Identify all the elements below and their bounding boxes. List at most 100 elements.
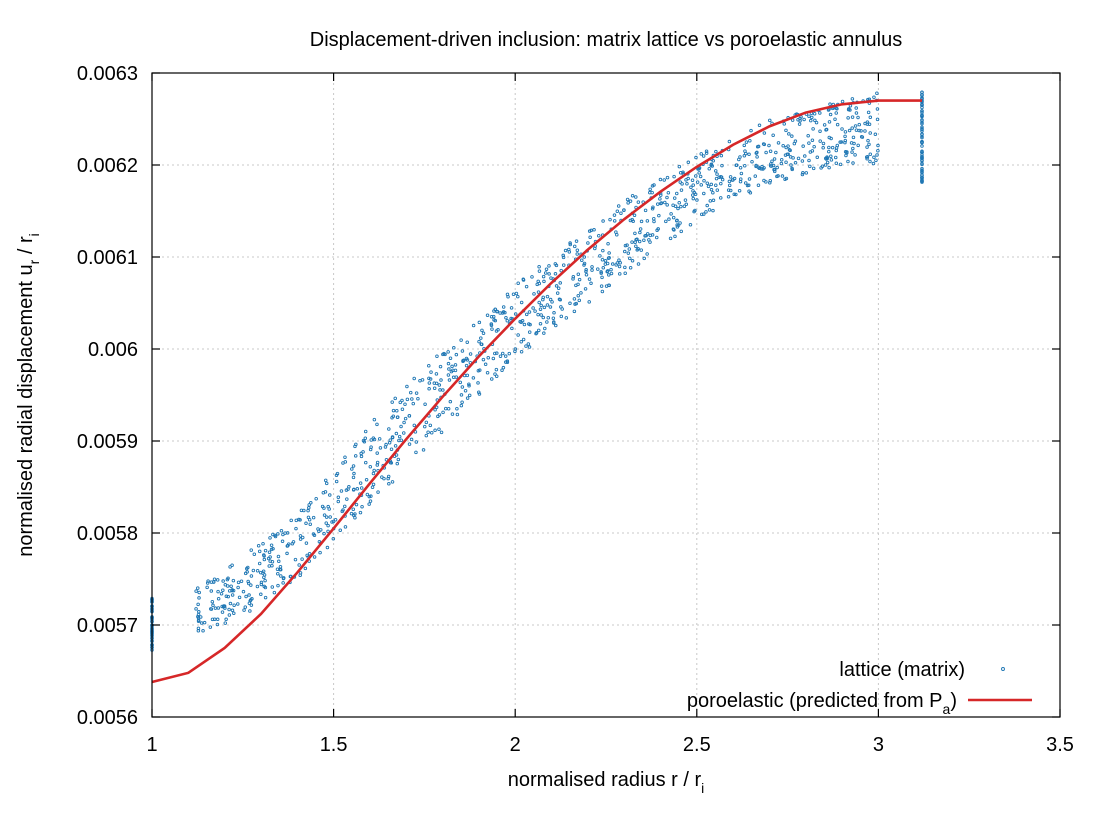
lattice-point <box>846 159 850 164</box>
lattice-point <box>742 154 747 158</box>
y-tick-label: 0.0059 <box>77 431 138 453</box>
lattice-point <box>505 360 510 365</box>
lattice-point <box>659 201 664 205</box>
lattice-point <box>437 383 442 387</box>
lattice-point <box>868 131 872 135</box>
lattice-point <box>859 134 864 139</box>
lattice-point <box>351 507 356 512</box>
lattice-point <box>762 131 767 135</box>
lattice-point <box>210 617 215 622</box>
lattice-point <box>658 177 663 182</box>
lattice-point <box>318 528 323 532</box>
lattice-point <box>810 115 814 120</box>
lattice-point <box>424 420 429 425</box>
legend-swatch-lattice <box>1001 667 1005 671</box>
lattice-point <box>699 183 704 187</box>
lattice-point <box>220 604 224 609</box>
lattice-point <box>702 212 706 216</box>
lattice-point <box>362 440 367 444</box>
lattice-point <box>784 176 789 181</box>
lattice-point <box>843 130 848 134</box>
lattice-point <box>701 154 706 158</box>
lattice-point <box>493 318 498 323</box>
lattice-point <box>426 430 430 434</box>
lattice-point <box>633 231 637 236</box>
lattice-point <box>501 365 506 370</box>
lattice-point <box>430 431 434 435</box>
lattice-point <box>694 155 698 160</box>
lattice-point <box>533 309 537 313</box>
lattice-point <box>428 377 433 381</box>
lattice-point <box>850 150 854 154</box>
lattice-point <box>679 188 684 192</box>
lattice-point <box>464 363 469 368</box>
lattice-point <box>714 176 719 181</box>
lattice-point <box>467 382 471 386</box>
lattice-point <box>563 248 568 253</box>
lattice-point <box>699 212 704 217</box>
lattice-point <box>688 222 693 227</box>
lattice-point <box>628 256 632 261</box>
lattice-point <box>839 140 844 144</box>
lattice-point <box>548 297 553 302</box>
lattice-point <box>657 213 661 218</box>
lattice-point <box>679 204 683 209</box>
lattice-point <box>804 171 809 175</box>
lattice-point <box>650 184 655 188</box>
lattice-point <box>553 272 558 276</box>
lattice-point <box>689 185 693 190</box>
lattice-point <box>288 574 293 579</box>
lattice-point <box>465 396 470 400</box>
lattice-point <box>590 268 594 272</box>
lattice-point <box>215 622 220 627</box>
lattice-point <box>537 269 542 273</box>
lattice-point <box>232 611 236 615</box>
lattice-point <box>745 183 750 188</box>
lattice-point <box>825 160 830 165</box>
lattice-point <box>672 196 677 200</box>
lattice-point <box>378 446 383 450</box>
lattice-point <box>396 457 401 462</box>
lattice-point <box>247 601 252 605</box>
lattice-point <box>675 223 679 227</box>
lattice-point <box>597 234 601 238</box>
lattice-point <box>490 327 494 331</box>
lattice-point <box>503 310 507 315</box>
lattice-point <box>263 595 268 600</box>
lattice-point <box>727 183 732 188</box>
lattice-point <box>727 179 732 184</box>
lattice-point <box>471 376 476 380</box>
lattice-point <box>827 135 832 140</box>
lattice-point <box>756 144 761 149</box>
lattice-point <box>478 368 482 372</box>
lattice-point <box>363 436 368 440</box>
lattice-point <box>455 407 459 411</box>
lattice-point <box>458 380 463 385</box>
lattice-point <box>686 160 691 165</box>
lattice-point <box>626 251 631 255</box>
lattice-point <box>303 566 308 571</box>
lattice-point <box>286 543 290 548</box>
lattice-point <box>476 381 480 385</box>
lattice-point <box>196 586 200 590</box>
lattice-point <box>259 570 263 575</box>
lattice-point <box>654 235 659 240</box>
lattice-point <box>224 594 229 598</box>
lattice-point <box>354 502 359 507</box>
lattice-point <box>213 606 218 610</box>
lattice-point <box>719 196 723 200</box>
poroelastic-curve <box>151 99 922 684</box>
lattice-point <box>819 166 823 170</box>
lattice-point <box>702 191 706 196</box>
lattice-point <box>522 322 527 327</box>
lattice-point <box>336 495 341 500</box>
lattice-point <box>707 167 712 171</box>
lattice-point <box>868 159 872 164</box>
lattice-point <box>226 576 230 581</box>
lattice-point <box>875 153 879 157</box>
lattice-point <box>800 172 805 177</box>
lattice-point <box>231 578 236 583</box>
lattice-point <box>323 478 328 483</box>
lattice-point <box>552 311 556 315</box>
lattice-point <box>704 151 709 155</box>
